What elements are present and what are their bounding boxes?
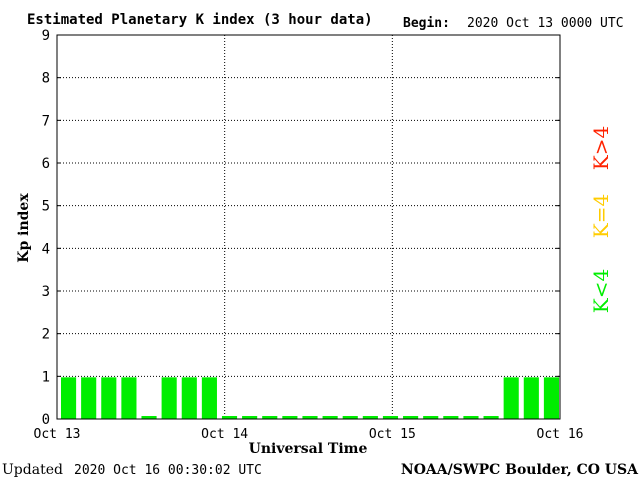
kp-bar bbox=[382, 416, 399, 419]
kp-bar bbox=[221, 416, 238, 419]
kp-bar bbox=[201, 377, 217, 419]
x-tick-label: Oct 13 bbox=[34, 427, 81, 442]
kp-bar bbox=[443, 416, 459, 419]
kp-bar bbox=[543, 377, 559, 419]
kp-bar bbox=[503, 377, 519, 419]
x-axis-label: Universal Time bbox=[249, 441, 368, 457]
kp-bar bbox=[121, 377, 137, 419]
x-tick-label: Oct 14 bbox=[201, 427, 248, 442]
y-tick-label: 6 bbox=[42, 156, 50, 172]
kp-bar bbox=[523, 377, 539, 419]
kp-bar bbox=[262, 416, 278, 419]
updated-label: Updated bbox=[2, 462, 63, 478]
y-tick-label: 4 bbox=[42, 241, 50, 257]
x-tick-labels: Oct 13 Oct 14 Oct 15 Oct 16 bbox=[34, 427, 584, 442]
legend-mid: K=4 bbox=[589, 194, 613, 238]
grid-lines bbox=[57, 34, 560, 420]
plot-frame bbox=[56, 34, 561, 420]
kp-bar bbox=[403, 416, 419, 419]
kp-bar bbox=[101, 377, 117, 419]
kp-bar bbox=[81, 377, 97, 419]
y-tick-label: 2 bbox=[42, 327, 50, 343]
begin-label: Begin: bbox=[403, 16, 450, 31]
y-tick-label: 3 bbox=[42, 284, 50, 300]
chart-title: Estimated Planetary K index (3 hour data… bbox=[27, 12, 373, 28]
kp-bar bbox=[342, 416, 358, 419]
kp-bars bbox=[61, 377, 559, 419]
kp-bar bbox=[463, 416, 479, 419]
kp-bar bbox=[141, 416, 157, 419]
y-tick-label: 5 bbox=[42, 199, 50, 215]
y-tick-label: 0 bbox=[42, 412, 50, 428]
x-tick-label: Oct 15 bbox=[369, 427, 416, 442]
kp-bar bbox=[302, 416, 318, 419]
kp-bar bbox=[61, 377, 77, 419]
kp-bar bbox=[181, 377, 197, 419]
y-axis-label: Kp index bbox=[16, 193, 32, 263]
y-tick-label: 8 bbox=[42, 71, 50, 87]
y-tick-labels: 0 1 2 3 4 5 6 7 8 9 bbox=[42, 28, 50, 428]
kp-bar bbox=[242, 416, 258, 419]
updated-value: 2020 Oct 16 00:30:02 UTC bbox=[74, 463, 262, 478]
kp-bar bbox=[161, 377, 177, 419]
kp-bar bbox=[282, 416, 298, 419]
kp-bar bbox=[322, 416, 338, 419]
kp-bar bbox=[423, 416, 439, 419]
begin-value: 2020 Oct 13 0000 UTC bbox=[467, 16, 624, 31]
y-tick-label: 9 bbox=[42, 28, 50, 44]
legend-low: K<4 bbox=[589, 269, 613, 313]
y-tick-label: 7 bbox=[42, 113, 50, 129]
source-credit: NOAA/SWPC Boulder, CO USA bbox=[401, 462, 639, 478]
y-tick-label: 1 bbox=[42, 369, 50, 385]
kp-bar bbox=[483, 416, 499, 419]
kp-bar bbox=[362, 416, 378, 419]
x-tick-label: Oct 16 bbox=[537, 427, 584, 442]
legend-high: K>4 bbox=[589, 126, 613, 170]
